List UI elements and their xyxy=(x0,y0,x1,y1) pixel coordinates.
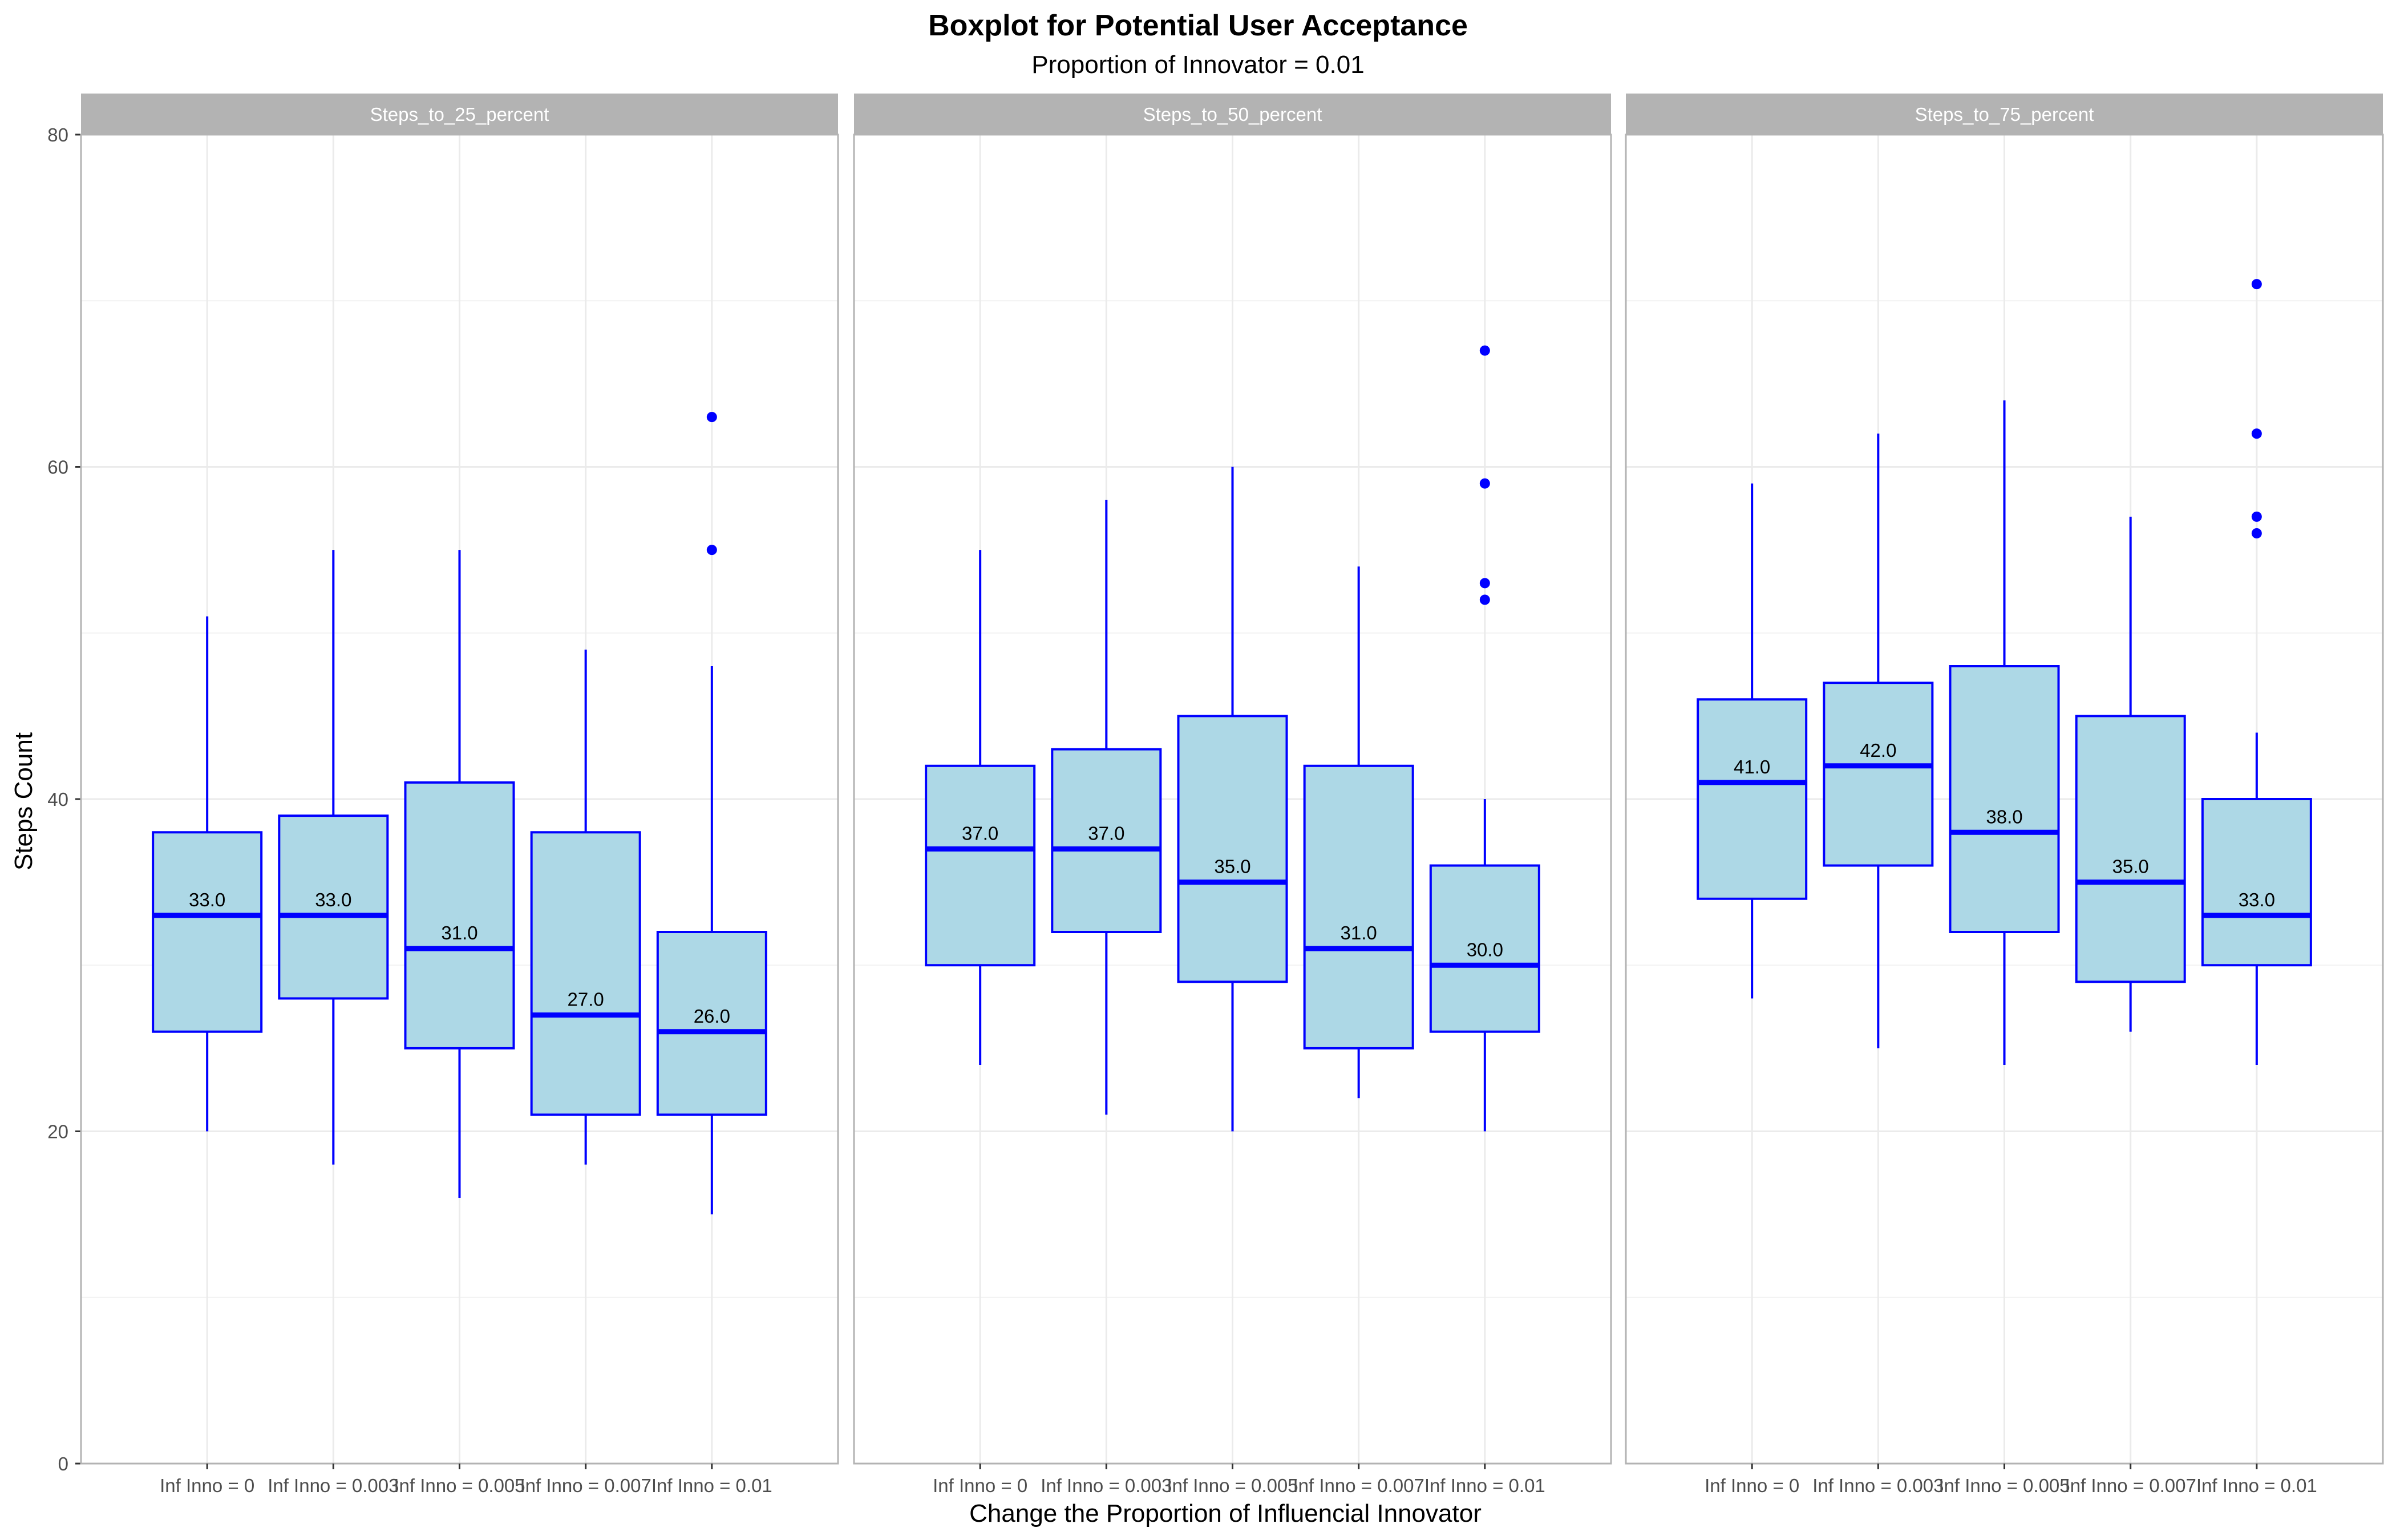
box-2: 33.0 xyxy=(278,550,389,1165)
median-label: 27.0 xyxy=(568,989,604,1010)
box-iqr xyxy=(1177,715,1288,983)
facet-panel-3: Steps_to_75_percent 41.0 42.0 38.0 35.0 33.0 I… xyxy=(1625,94,2384,1496)
box-4: 31.0 xyxy=(1303,566,1414,1099)
x-tick-label: Inf Inno = 0 xyxy=(160,1475,254,1496)
plot-area: 0 20 40 60 80 Steps_to_25_percent 33.0 33.0 31.0… xyxy=(47,94,2384,1496)
box-5: 26.0 xyxy=(656,412,767,1215)
y-tick-label: 0 xyxy=(58,1453,68,1474)
median-label: 37.0 xyxy=(962,822,998,844)
x-tick-label: Inf Inno = 0.005 xyxy=(394,1475,525,1496)
box-iqr xyxy=(152,831,263,1033)
median-label: 42.0 xyxy=(1860,740,1896,761)
x-tick-label: Inf Inno = 0.003 xyxy=(1041,1475,1172,1496)
x-tick-label: Inf Inno = 0.005 xyxy=(1167,1475,1298,1496)
y-axis-title: Steps Count xyxy=(10,732,38,870)
median-label: 33.0 xyxy=(189,889,225,910)
outlier-point xyxy=(1479,345,1490,356)
box-3: 31.0 xyxy=(404,550,515,1198)
x-tick-label: Inf Inno = 0.005 xyxy=(1938,1475,2070,1496)
box-iqr xyxy=(404,781,515,1049)
outlier-point xyxy=(2251,279,2262,290)
facet-strip xyxy=(1626,94,2383,135)
facet-panel-1: Steps_to_25_percent 33.0 33.0 31.0 27.0 26.0 I… xyxy=(80,94,839,1496)
median-label: 31.0 xyxy=(1341,922,1377,943)
median-label: 35.0 xyxy=(1214,856,1250,877)
box-iqr xyxy=(1051,748,1162,933)
median-label: 33.0 xyxy=(315,889,351,910)
box-iqr xyxy=(656,931,767,1116)
chart-subtitle: Proportion of Innovator = 0.01 xyxy=(1031,51,1364,79)
x-tick-label: Inf Inno = 0.01 xyxy=(2196,1475,2317,1496)
x-tick-label: Inf Inno = 0.01 xyxy=(1424,1475,1545,1496)
x-tick-label: Inf Inno = 0 xyxy=(933,1475,1027,1496)
median-label: 38.0 xyxy=(1986,806,2022,827)
box-5: 33.0 xyxy=(2201,279,2312,1065)
box-1: 37.0 xyxy=(925,550,1036,1065)
median-label: 37.0 xyxy=(1088,822,1124,844)
facet-strip-label: Steps_to_25_percent xyxy=(370,104,549,125)
box-iqr xyxy=(1429,864,1540,1033)
y-tick-label: 60 xyxy=(47,457,68,478)
box-iqr xyxy=(1303,764,1414,1049)
x-tick-label: Inf Inno = 0.003 xyxy=(1812,1475,1944,1496)
box-iqr xyxy=(1949,665,2060,933)
facet-panel-2: Steps_to_50_percent 37.0 37.0 35.0 31.0 30.0 I… xyxy=(853,94,1612,1496)
chart-title: Boxplot for Potential User Acceptance xyxy=(928,9,1468,42)
box-iqr xyxy=(2201,798,2312,967)
x-tick-label: Inf Inno = 0.007 xyxy=(1293,1475,1424,1496)
outlier-point xyxy=(2251,511,2262,522)
median-label: 33.0 xyxy=(2239,889,2275,910)
box-1: 33.0 xyxy=(152,616,263,1132)
facet-strip-label: Steps_to_75_percent xyxy=(1915,104,2094,125)
box-3: 38.0 xyxy=(1949,400,2060,1065)
outlier-point xyxy=(1479,478,1490,489)
outlier-point xyxy=(706,545,717,556)
median-label: 30.0 xyxy=(1467,939,1503,960)
y-tick-label: 80 xyxy=(47,124,68,145)
facet-strip xyxy=(854,94,1611,135)
box-2: 37.0 xyxy=(1051,500,1162,1115)
facet-strip-label: Steps_to_50_percent xyxy=(1143,104,1322,125)
median-label: 31.0 xyxy=(441,922,477,943)
box-iqr xyxy=(1823,682,1934,867)
box-iqr xyxy=(2075,715,2186,983)
median-label: 35.0 xyxy=(2112,856,2149,877)
x-tick-label: Inf Inno = 0.007 xyxy=(2065,1475,2196,1496)
box-iqr xyxy=(278,814,389,1000)
x-tick-label: Inf Inno = 0.007 xyxy=(520,1475,651,1496)
x-tick-label: Inf Inno = 0.003 xyxy=(268,1475,399,1496)
box-iqr xyxy=(925,764,1036,967)
y-tick-label: 20 xyxy=(47,1121,68,1142)
box-4: 27.0 xyxy=(530,649,641,1165)
median-label: 41.0 xyxy=(1734,756,1770,777)
outlier-point xyxy=(706,412,717,423)
box-iqr xyxy=(530,831,641,1116)
box-5: 30.0 xyxy=(1429,345,1540,1132)
box-iqr xyxy=(1697,698,1808,900)
box-2: 42.0 xyxy=(1823,433,1934,1048)
median-label: 26.0 xyxy=(694,1006,730,1027)
y-tick-label: 40 xyxy=(47,789,68,810)
x-tick-label: Inf Inno = 0.01 xyxy=(651,1475,772,1496)
x-tick-label: Inf Inno = 0 xyxy=(1705,1475,1799,1496)
x-axis-title: Change the Proportion of Influencial Inn… xyxy=(969,1500,1482,1527)
box-1: 41.0 xyxy=(1697,483,1808,999)
outlier-point xyxy=(2251,428,2262,439)
box-4: 35.0 xyxy=(2075,516,2186,1032)
outlier-point xyxy=(1479,594,1490,605)
facet-strip xyxy=(81,94,838,135)
outlier-point xyxy=(2251,528,2262,538)
outlier-point xyxy=(1479,578,1490,589)
box-3: 35.0 xyxy=(1177,467,1288,1132)
